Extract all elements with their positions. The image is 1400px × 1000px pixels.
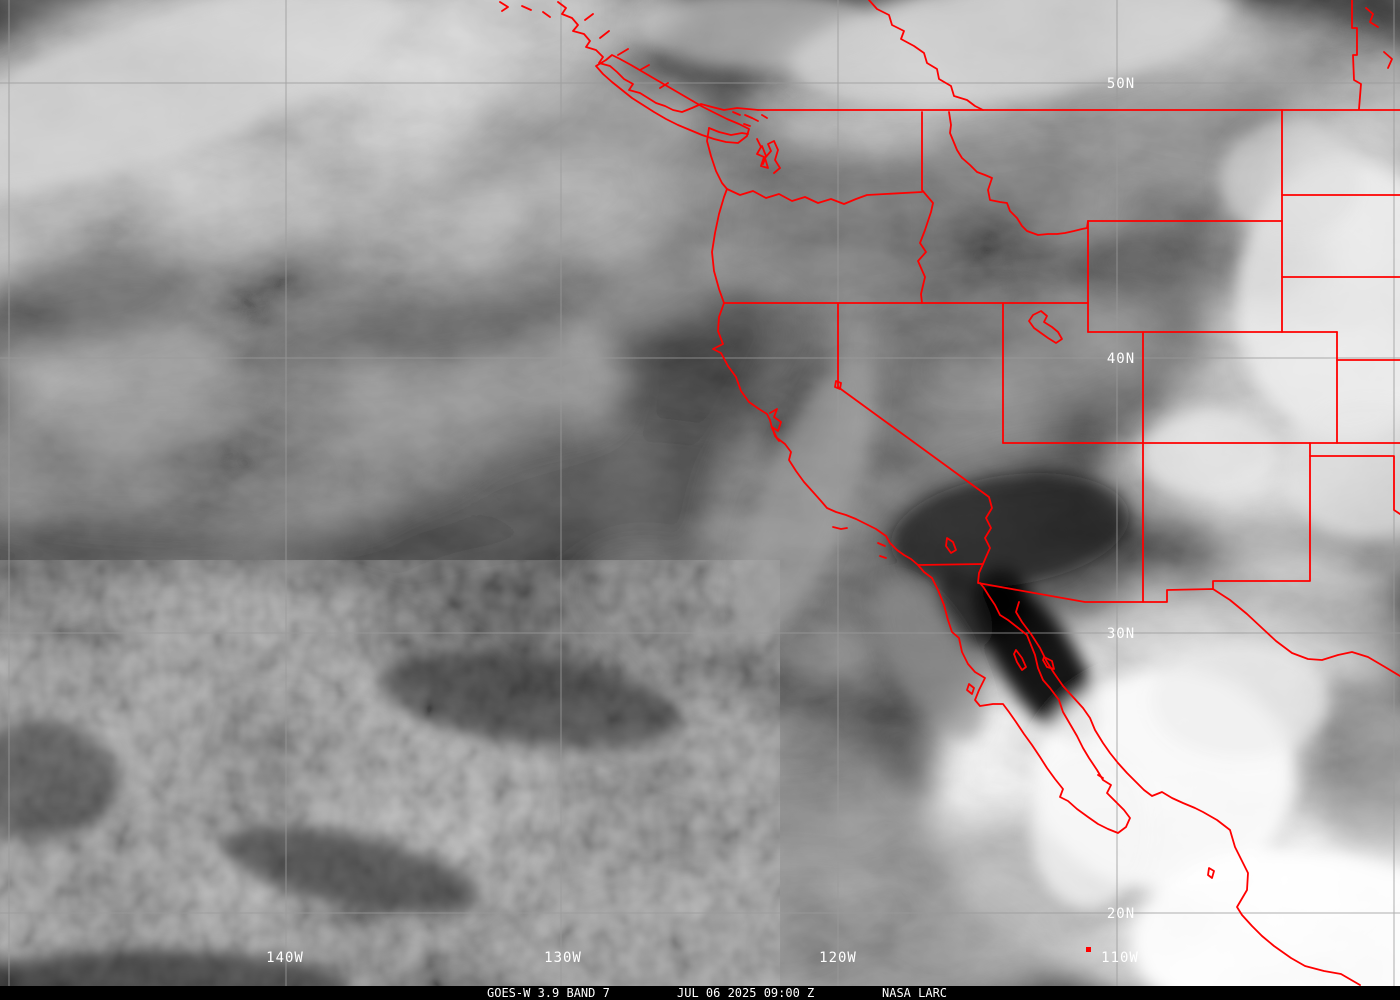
islas-marias — [1207, 867, 1215, 879]
isla-la-paz — [1097, 774, 1104, 779]
border-us-mexico — [917, 563, 1400, 677]
border-idaho-west — [917, 111, 934, 304]
coastline-baja-california — [917, 564, 1131, 834]
salton-sea — [945, 537, 957, 554]
red-point-marker — [1086, 947, 1091, 952]
map-borders — [499, 0, 1400, 986]
isla-angel-de-la-guarda — [1013, 649, 1027, 671]
strait-juan-de-fuca — [708, 127, 749, 136]
isla-tiburon — [1042, 656, 1055, 670]
border-ca-nv-az — [837, 302, 993, 565]
caption-datetime: JUL 06 2025 09:00 Z — [677, 986, 815, 1000]
channel-islands — [832, 526, 887, 559]
coastline-mexico-mainland — [1015, 601, 1361, 986]
caption-product: GOES-W 3.9 BAND 7 — [487, 986, 610, 1000]
caption-bar: GOES-W 3.9 BAND 7 JUL 06 2025 09:00 Z NA… — [0, 986, 1400, 1000]
caption-credit: NASA LARC — [882, 986, 948, 1000]
border-id-mt — [948, 111, 1089, 236]
border-ok-tx — [1309, 455, 1400, 515]
longitude-label: 110W — [1101, 950, 1139, 966]
border-sk-mb — [1351, 0, 1362, 110]
border-bc-alberta — [868, 0, 984, 111]
latitude-label: 50N — [1107, 76, 1135, 92]
lake-tahoe — [834, 380, 842, 390]
san-francisco-bay — [769, 408, 782, 442]
latitude-label: 30N — [1107, 626, 1135, 642]
grid-labels: 50N 40N 30N 20N 140W 130W 120W 110W — [266, 76, 1139, 966]
puget-sound — [743, 114, 781, 174]
fjord-inlets — [584, 13, 669, 89]
longitude-label: 140W — [266, 950, 304, 966]
gulf-islands — [732, 111, 753, 119]
stratocumulus-texture — [0, 560, 780, 986]
lake-outline-sk — [1365, 7, 1393, 69]
longitude-label: 120W — [819, 950, 857, 966]
latitude-label: 20N — [1107, 906, 1135, 922]
latitude-label: 40N — [1107, 351, 1135, 367]
great-salt-lake — [1028, 310, 1063, 344]
coastline-british-columbia — [557, 1, 759, 113]
longitude-label: 130W — [544, 950, 582, 966]
coastline-pacific — [706, 127, 919, 566]
coastal-islands-bc — [499, 1, 551, 18]
coastline-vancouver-island — [595, 54, 750, 144]
isla-cedros — [966, 683, 975, 695]
border-wa-or — [726, 188, 923, 205]
border-nm-tx — [1212, 442, 1311, 590]
